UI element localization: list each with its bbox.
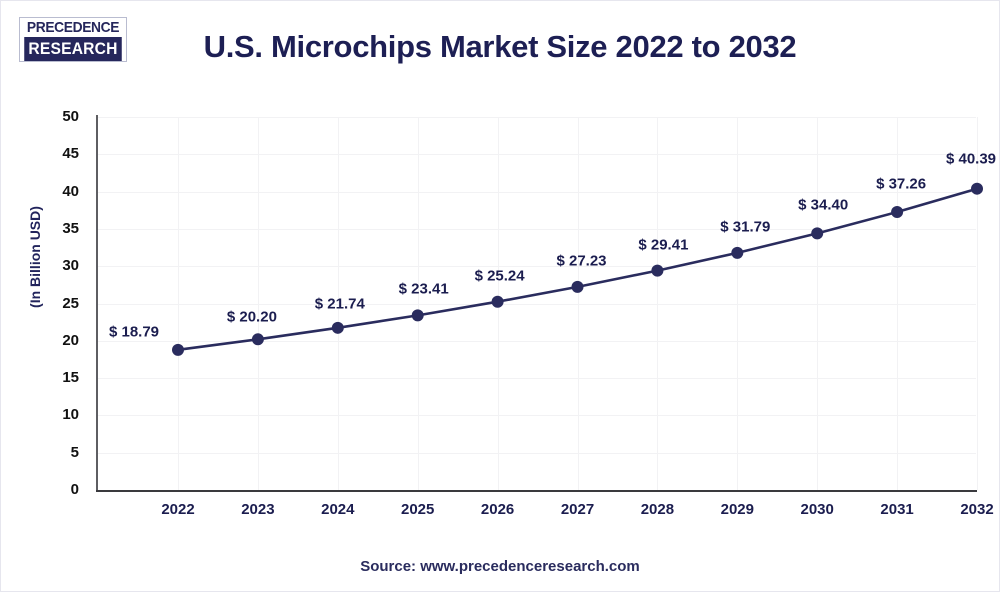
- data-point-label: $ 40.39: [945, 150, 997, 168]
- x-axis-tick-label: 2026: [480, 501, 515, 518]
- gridline-vertical: [577, 117, 579, 490]
- y-axis-line: [96, 115, 98, 492]
- data-point-label: $ 27.23: [556, 252, 607, 270]
- gridline-horizontal: [96, 452, 976, 454]
- y-axis-tick-label: 25: [62, 294, 79, 312]
- gridline-vertical: [657, 117, 659, 490]
- gridline-horizontal: [96, 303, 976, 305]
- y-axis-tick-label: 0: [70, 481, 79, 498]
- x-axis-tick-label: 2032: [960, 501, 994, 518]
- data-point-label: $ 23.41: [398, 280, 449, 298]
- gridline-vertical: [897, 117, 899, 490]
- page-title: U.S. Microchips Market Size 2022 to 2032: [203, 29, 797, 64]
- gridline-horizontal: [96, 191, 976, 193]
- gridline-vertical: [417, 117, 419, 490]
- gridline-horizontal: [96, 378, 976, 380]
- y-axis-tick-label: 15: [62, 369, 79, 387]
- gridline-horizontal: [96, 340, 976, 342]
- gridline-vertical: [977, 117, 978, 490]
- gridline-horizontal: [96, 117, 976, 118]
- logo-line-precedence: PRECEDENCE: [24, 18, 122, 37]
- x-axis-tick-label: 2029: [720, 501, 754, 518]
- data-point-label: $ 37.26: [876, 175, 927, 193]
- data-point-label: $ 21.74: [314, 295, 365, 313]
- y-axis-tick-label: 50: [62, 108, 79, 125]
- data-point-label: $ 25.24: [474, 267, 525, 285]
- x-axis-tick-label: 2028: [640, 501, 675, 518]
- data-point-label: $ 29.41: [638, 236, 689, 254]
- x-axis-tick-label: 2030: [800, 501, 834, 518]
- gridline-vertical: [817, 117, 819, 490]
- x-axis-line: [96, 490, 977, 492]
- gridline-vertical: [257, 117, 259, 490]
- gridline-vertical: [178, 117, 179, 490]
- y-axis-tick-label: 40: [62, 182, 79, 200]
- y-axis-tick-label: 30: [62, 257, 79, 275]
- x-axis-tick-label: 2024: [321, 501, 355, 518]
- x-axis-tick-label: 2031: [880, 501, 914, 518]
- data-point-label: $ 34.40: [798, 196, 849, 214]
- logo-line-research: RESEARCH: [24, 37, 122, 61]
- x-axis-tick-label: 2023: [241, 501, 275, 518]
- x-axis-tick-label: 2025: [401, 501, 435, 518]
- data-point-label: $ 20.20: [226, 308, 277, 326]
- gridline-vertical: [737, 117, 739, 490]
- data-point-label: $ 18.79: [108, 323, 160, 341]
- y-axis-tick-label: 10: [62, 406, 79, 424]
- gridline-vertical: [497, 117, 499, 490]
- gridline-horizontal: [96, 266, 976, 268]
- x-axis-tick-label: 2027: [560, 501, 595, 518]
- data-point-label: $ 31.79: [720, 218, 771, 236]
- precedence-research-logo: PRECEDENCE RESEARCH: [19, 17, 127, 62]
- gridline-horizontal: [96, 154, 976, 156]
- x-axis-tick-label: 2022: [161, 501, 195, 518]
- y-axis-tick-label: 45: [62, 145, 79, 163]
- source-caption: Source: www.precedenceresearch.com: [360, 558, 640, 575]
- gridline-horizontal: [96, 415, 976, 417]
- y-axis-tick-label: 20: [62, 331, 79, 349]
- gridline-horizontal: [96, 228, 976, 230]
- y-axis-tick-label: 5: [70, 443, 79, 461]
- y-axis-tick-label: 35: [62, 219, 79, 237]
